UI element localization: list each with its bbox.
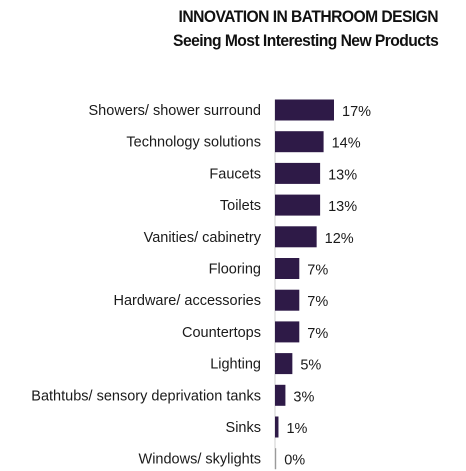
bar — [275, 162, 321, 184]
category-label: Lighting — [210, 357, 261, 373]
data-label: 5% — [300, 358, 321, 374]
chart-title: INNOVATION IN BATHROOM DESIGN — [178, 7, 439, 26]
bar — [275, 258, 300, 279]
data-label: 12% — [325, 231, 354, 247]
data-label: 13% — [328, 199, 357, 215]
data-label: 1% — [286, 421, 307, 437]
bar — [275, 321, 300, 343]
category-label: Hardware/ accessories — [114, 293, 261, 309]
bar — [275, 289, 300, 311]
data-label: 14% — [332, 136, 361, 152]
category-label: Showers/ shower surround — [89, 103, 261, 119]
bar — [275, 448, 277, 470]
bar — [275, 194, 321, 216]
category-label: Vanities/ cabinetry — [144, 230, 262, 246]
bar — [275, 353, 293, 375]
category-label: Faucets — [209, 166, 261, 182]
bar — [275, 131, 324, 153]
data-label: 7% — [307, 294, 328, 310]
category-label: Bathtubs/ sensory deprivation tanks — [31, 388, 261, 404]
category-label: Windows/ skylights — [139, 452, 261, 468]
data-label: 7% — [307, 263, 328, 279]
data-label: 17% — [342, 104, 371, 120]
bar — [275, 384, 286, 406]
bar — [275, 416, 279, 438]
data-label: 0% — [284, 453, 305, 469]
category-label: Technology solutions — [126, 135, 261, 151]
category-label: Toilets — [220, 198, 261, 214]
bar — [275, 226, 317, 248]
data-label: 7% — [307, 326, 328, 342]
category-label: Sinks — [226, 420, 261, 436]
category-label: Countertops — [182, 325, 261, 341]
bar — [275, 99, 334, 121]
data-label: 13% — [328, 167, 357, 183]
category-label: Flooring — [209, 262, 261, 278]
chart-subtitle: Seeing Most Interesting New Products — [172, 31, 439, 50]
data-label: 3% — [293, 389, 314, 405]
